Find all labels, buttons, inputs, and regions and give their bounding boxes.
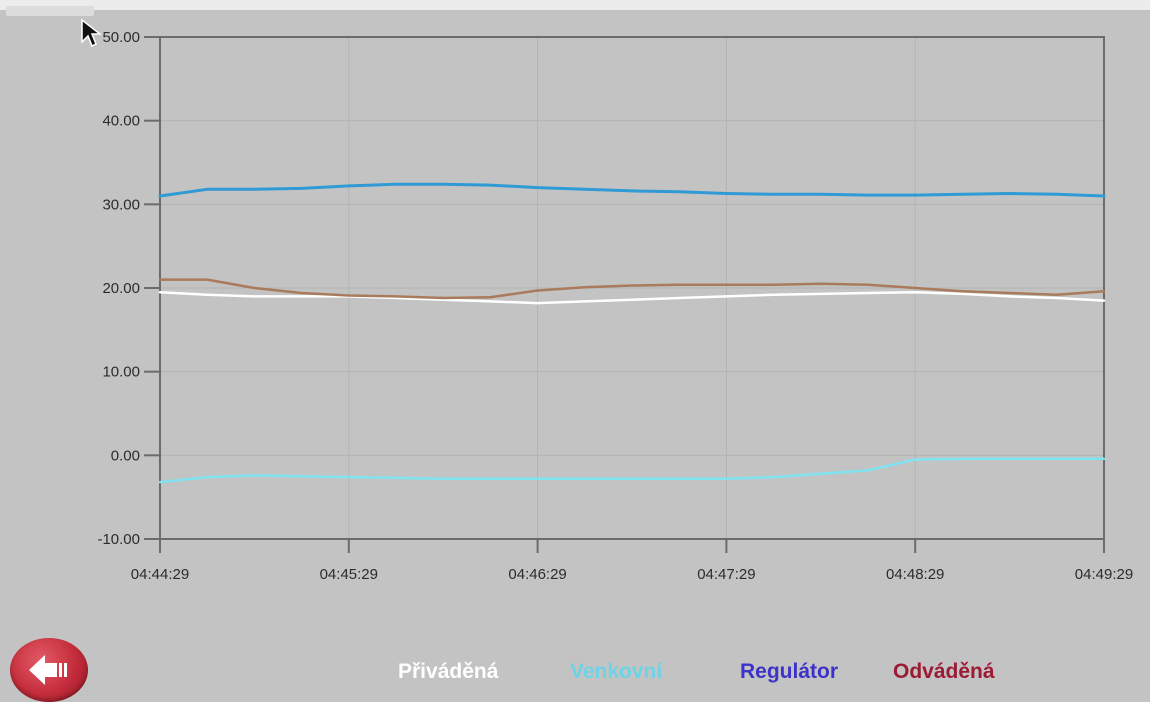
x-tick-label: 04:46:29	[508, 566, 566, 583]
series-line-3	[158, 278, 1106, 300]
legend-item-venkovni[interactable]: Venkovní	[570, 660, 663, 683]
y-tick-label: -10.00	[97, 531, 140, 548]
arrow-left-icon	[29, 655, 67, 685]
series-line-0	[158, 290, 1106, 305]
chart-grid	[160, 37, 1104, 539]
legend-item-odvadena[interactable]: Odváděná	[893, 660, 995, 683]
legend-item-regulator[interactable]: Regulátor	[740, 660, 839, 683]
legend-item-privadena[interactable]: Přiváděná	[398, 660, 499, 683]
x-tick-label: 04:48:29	[886, 566, 944, 583]
window-tab	[6, 6, 94, 16]
mouse-cursor-icon	[81, 18, 103, 48]
y-tick-label: 30.00	[102, 196, 140, 213]
line-chart: -10.00 0.00 10.00 20.00 30.00 40.00 50.00 04:44…	[97, 29, 1133, 583]
top-strip	[0, 0, 1150, 10]
y-tick-label: 10.00	[102, 364, 140, 381]
x-tick-label: 04:45:29	[320, 566, 378, 583]
x-tick-label: 04:44:29	[131, 566, 189, 583]
chart-axes: -10.00 0.00 10.00 20.00 30.00 40.00 50.00 04:44…	[97, 29, 1133, 583]
x-tick-label: 04:47:29	[697, 566, 755, 583]
series-line-2	[158, 182, 1106, 198]
y-tick-label: 20.00	[102, 280, 140, 297]
x-tick-label: 04:49:29	[1075, 566, 1133, 583]
back-button[interactable]	[10, 638, 88, 702]
y-tick-label: 40.00	[102, 113, 140, 130]
y-tick-label: 50.00	[102, 29, 140, 46]
series-line-1	[158, 457, 1106, 484]
chart-series	[158, 182, 1106, 484]
y-tick-label: 0.00	[111, 447, 140, 464]
